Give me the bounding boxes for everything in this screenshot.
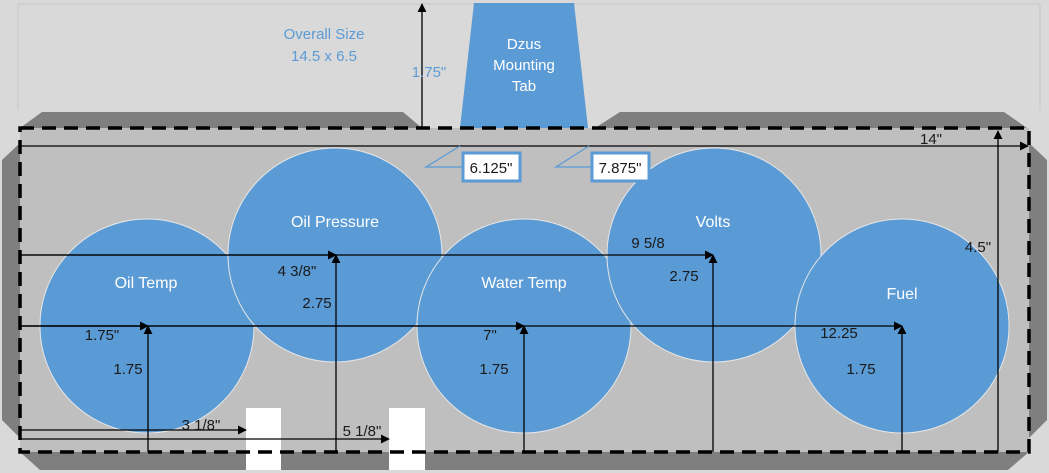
gauge-oil-pressure-x-label: 4 3/8" [278, 263, 317, 280]
tab-edge-leader-left [423, 145, 463, 168]
gauge-oil-temp-x-label: 1.75" [85, 327, 120, 344]
slot-cutout-2 [389, 408, 425, 470]
gauge-fuel-y-label: 1.75 [846, 361, 875, 378]
gauge-water-temp-x-label: 7" [483, 327, 497, 344]
gauge-fuel-label: Fuel [886, 286, 917, 303]
slot-1-label: 3 1/8" [182, 417, 221, 434]
tab-edge-box-right [590, 151, 651, 183]
top-bevel-left [20, 112, 422, 128]
panel-height-label: 4.5" [965, 239, 991, 256]
slot-2-label: 5 1/8" [343, 423, 382, 440]
tab-label-line-1: Dzus [507, 36, 541, 53]
panel-width-label: 14" [920, 131, 942, 148]
gauge-oil-temp-label: Oil Temp [115, 275, 178, 292]
dzus-mounting-tab [460, 3, 588, 128]
tab-edge-left-label: 6.125" [470, 160, 513, 177]
gauge-oil-pressure-y-label: 2.75 [302, 295, 331, 312]
top-bevel-right [595, 112, 1027, 128]
gauge-water-temp-label: Water Temp [481, 275, 566, 292]
gauge-fuel-x-label: 12.25 [820, 325, 858, 342]
overall-size-value: 14.5 x 6.5 [291, 48, 357, 65]
side-bevel-right [1029, 143, 1047, 438]
gauge-volts-x-label: 9 5/8 [631, 235, 664, 252]
gauge-oil-temp-y-label: 1.75 [113, 361, 142, 378]
bottom-bevel [20, 452, 1029, 470]
dimension-lines [20, 3, 1029, 452]
side-bevel-left [2, 143, 20, 438]
overall-size-title: Overall Size [284, 26, 365, 43]
tab-edge-leader-right [553, 145, 592, 168]
tab-label-line-3: Tab [512, 78, 536, 95]
tab-edge-right-label: 7.875" [599, 160, 642, 177]
tab-edge-box-left [461, 151, 522, 183]
tab-label-line-2: Mounting [493, 57, 555, 74]
tab-height-label: 1.75" [412, 64, 447, 81]
gauge-oil-pressure-label: Oil Pressure [291, 214, 379, 231]
gauge-water-temp-y-label: 1.75 [479, 361, 508, 378]
gauge-volts-y-label: 2.75 [669, 268, 698, 285]
gauge-volts-label: Volts [696, 214, 731, 231]
